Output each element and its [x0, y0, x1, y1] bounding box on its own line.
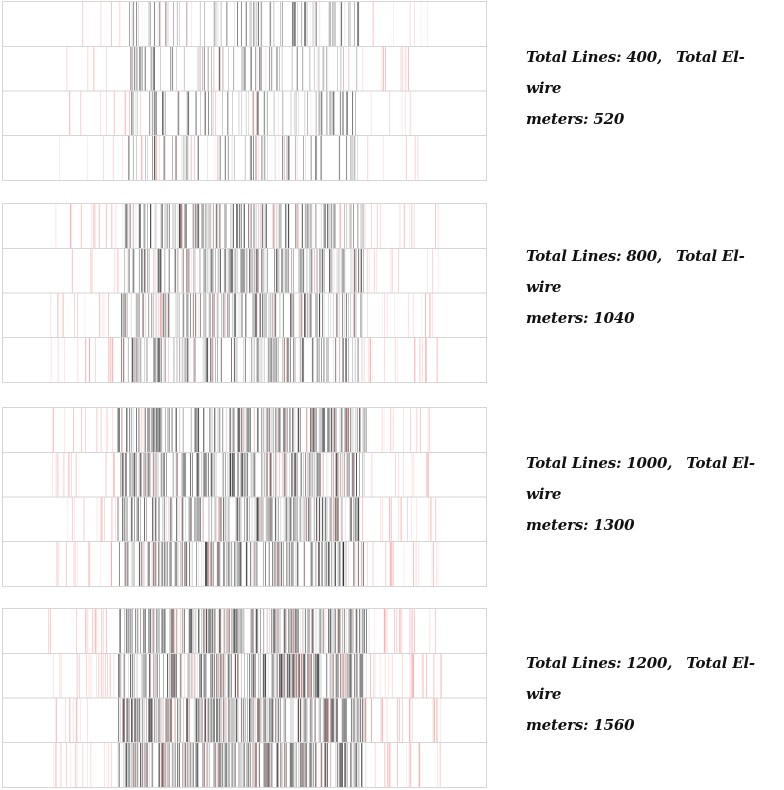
total-meters-label-b: meters: 1560: [526, 716, 635, 734]
line-density-diagram-1200: [3, 609, 486, 787]
total-lines-label: Total Lines: 400,: [526, 48, 663, 66]
total-lines-label: Total Lines: 1000,: [526, 454, 673, 472]
total-meters-label-a: Total El-wire: [526, 454, 755, 503]
study-caption-800: Total Lines: 800, Total El-wire meters: 1…: [526, 241, 776, 334]
total-meters-label-b: meters: 1300: [526, 516, 635, 534]
total-meters-label-a: Total El-wire: [526, 247, 745, 296]
line-density-diagram-400: [3, 2, 486, 180]
line-density-panel-1200: [2, 608, 487, 788]
total-meters-label-b: meters: 1040: [526, 309, 635, 327]
line-density-diagram-800: [3, 204, 486, 382]
line-density-diagram-1000: [3, 408, 486, 586]
line-density-panel-1000: [2, 407, 487, 587]
study-caption-1200: Total Lines: 1200, Total El-wire meters: …: [526, 648, 776, 741]
total-meters-label-a: Total El-wire: [526, 48, 745, 97]
line-density-panel-800: [2, 203, 487, 383]
total-lines-label: Total Lines: 800,: [526, 247, 663, 265]
study-caption-400: Total Lines: 400, Total El-wire meters: 5…: [526, 42, 776, 135]
total-meters-label-a: Total El-wire: [526, 654, 755, 703]
line-density-panel-400: [2, 1, 487, 181]
total-meters-label-b: meters: 520: [526, 110, 625, 128]
study-caption-1000: Total Lines: 1000, Total El-wire meters: …: [526, 448, 776, 541]
total-lines-label: Total Lines: 1200,: [526, 654, 673, 672]
